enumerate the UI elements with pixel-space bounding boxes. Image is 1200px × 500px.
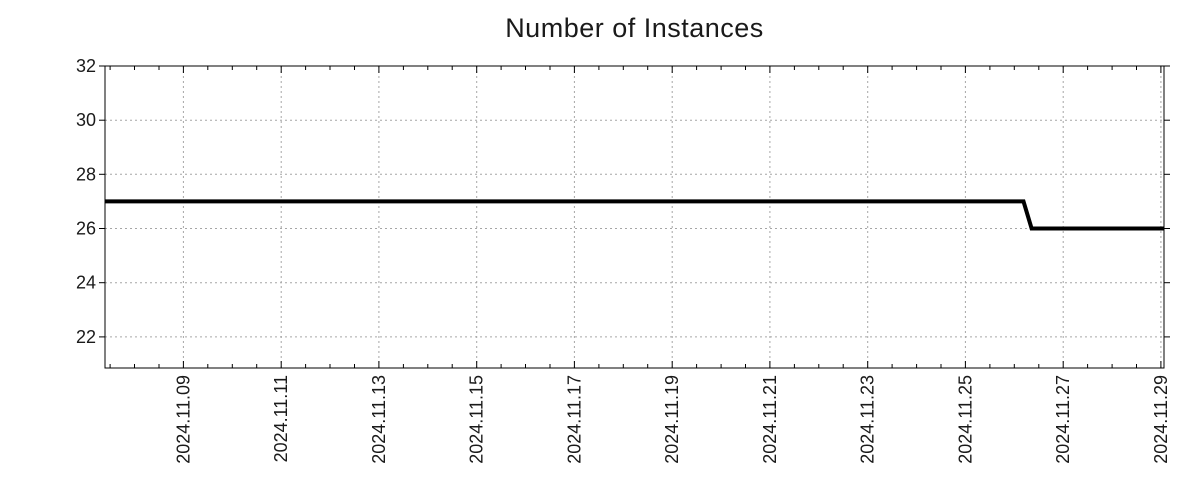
y-tick-label: 24 — [76, 273, 96, 293]
y-tick-label: 32 — [76, 56, 96, 76]
chart-title: Number of Instances — [505, 13, 764, 43]
plot-frame — [104, 65, 1165, 369]
y-tick-label: 30 — [76, 110, 96, 130]
x-tick-label: 2024.11.25 — [955, 375, 975, 464]
series-line-instances — [105, 199, 1164, 231]
x-tick-label: 2024.11.29 — [1151, 375, 1171, 464]
x-tick-label: 2024.11.19 — [662, 375, 682, 464]
x-tick-label: 2024.11.23 — [858, 375, 878, 464]
x-tick-label: 2024.11.27 — [1053, 375, 1073, 464]
y-tick-label: 26 — [76, 219, 96, 239]
x-tick-label: 2024.11.09 — [173, 375, 193, 464]
x-tick-label: 2024.11.15 — [467, 375, 487, 464]
y-tick-label: 22 — [76, 327, 96, 347]
x-tick-label: 2024.11.21 — [760, 375, 780, 464]
y-tick-label: 28 — [76, 164, 96, 184]
x-tick-label: 2024.11.17 — [564, 375, 584, 464]
x-tick-label: 2024.11.13 — [369, 375, 389, 464]
x-tick-label: 2024.11.11 — [271, 375, 291, 462]
